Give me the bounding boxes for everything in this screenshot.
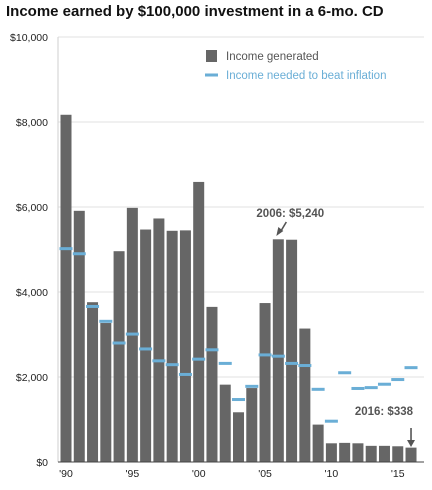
inflation-dash-1992: [86, 304, 100, 308]
inflation-dash-1991: [72, 252, 86, 256]
inflation-dash-1990: [59, 247, 73, 251]
inflation-dash-2014: [377, 382, 391, 386]
inflation-dash-2011: [338, 371, 352, 375]
bar-2005: [259, 303, 271, 462]
annotation-2006: 2006: $5,240: [256, 208, 324, 220]
bar-2008: [299, 328, 311, 462]
bar-1990: [60, 114, 72, 463]
inflation-dash-2003: [232, 398, 246, 402]
bar-2011: [339, 442, 351, 462]
inflation-dash-2002: [218, 361, 232, 365]
inflation-dash-2000: [192, 357, 206, 361]
bar-2007: [286, 239, 298, 462]
bar-2006: [272, 239, 284, 462]
y-tick-label: $0: [36, 457, 48, 469]
y-tick-label: $8,000: [16, 117, 48, 129]
bar-2010: [325, 443, 337, 462]
bar-2009: [312, 424, 324, 462]
x-tick-label: '15: [391, 468, 405, 480]
bar-2014: [378, 445, 390, 462]
x-tick-label: '10: [325, 468, 339, 480]
inflation-dash-2012: [351, 386, 365, 390]
inflation-dash-1994: [112, 341, 126, 345]
inflation-dash-1997: [152, 359, 166, 363]
inflation-dash-2001: [205, 348, 219, 352]
inflation-dash-2010: [324, 419, 338, 423]
bar-2001: [206, 306, 218, 462]
inflation-dash-2005: [258, 353, 272, 357]
y-tick-label: $6,000: [16, 202, 48, 214]
annotations: 2006: $5,240 2016: $338: [256, 208, 416, 447]
inflation-dash-1993: [99, 319, 113, 323]
inflation-dash-2008: [298, 364, 312, 368]
bar-1991: [73, 210, 85, 462]
bar-2015: [392, 446, 404, 462]
bar-2002: [219, 384, 231, 462]
bar-1998: [166, 230, 178, 462]
inflation-dash-1996: [139, 347, 153, 351]
y-tick-label: $2,000: [16, 372, 48, 384]
bar-1997: [153, 218, 165, 462]
x-tick-label: '00: [192, 468, 206, 480]
inflation-dash-2016: [404, 366, 418, 370]
x-tick-label: '95: [126, 468, 140, 480]
annotation-2016: 2016: $338: [355, 406, 414, 418]
x-tick-label: '90: [59, 468, 73, 480]
arrow-2016-head: [407, 440, 416, 447]
bar-1992: [87, 302, 99, 462]
inflation-dash-2013: [364, 386, 378, 390]
bar-2012: [352, 443, 364, 462]
x-axis-ticks: '90 '95 '00 '05 '10 '15: [59, 468, 405, 480]
inflation-dashes: [59, 247, 418, 423]
bar-2004: [246, 388, 258, 462]
bar-2016: [405, 447, 417, 462]
bar-1994: [113, 251, 125, 462]
chart-title: Income earned by $100,000 investment in …: [6, 3, 384, 20]
y-tick-label: $4,000: [16, 287, 48, 299]
bar-1993: [100, 323, 112, 462]
arrow-2006-head: [276, 227, 284, 236]
bar-2013: [365, 445, 377, 462]
inflation-dash-1995: [125, 332, 139, 336]
legend-label-inflation: Income needed to beat inflation: [226, 70, 386, 82]
inflation-dash-2015: [391, 378, 405, 382]
inflation-dash-2007: [285, 361, 299, 365]
y-tick-label: $10,000: [10, 32, 48, 44]
inflation-dash-2009: [311, 387, 325, 391]
bar-2000: [193, 181, 205, 463]
bar-1999: [179, 230, 191, 462]
bar-1996: [140, 229, 152, 462]
inflation-dash-2006: [271, 354, 285, 358]
x-tick-label: '05: [258, 468, 272, 480]
inflation-dash-2004: [245, 384, 259, 388]
bar-2003: [233, 412, 245, 462]
legend: Income generated Income needed to beat i…: [205, 50, 386, 82]
inflation-dash-1998: [165, 363, 179, 367]
legend-swatch-inflation: [205, 73, 218, 77]
income-bars: [60, 114, 417, 463]
y-axis-ticks: $0 $2,000 $4,000 $6,000 $8,000 $10,000: [10, 32, 48, 469]
inflation-dash-1999: [178, 372, 192, 376]
legend-swatch-income: [206, 50, 217, 62]
legend-label-income: Income generated: [226, 51, 319, 63]
